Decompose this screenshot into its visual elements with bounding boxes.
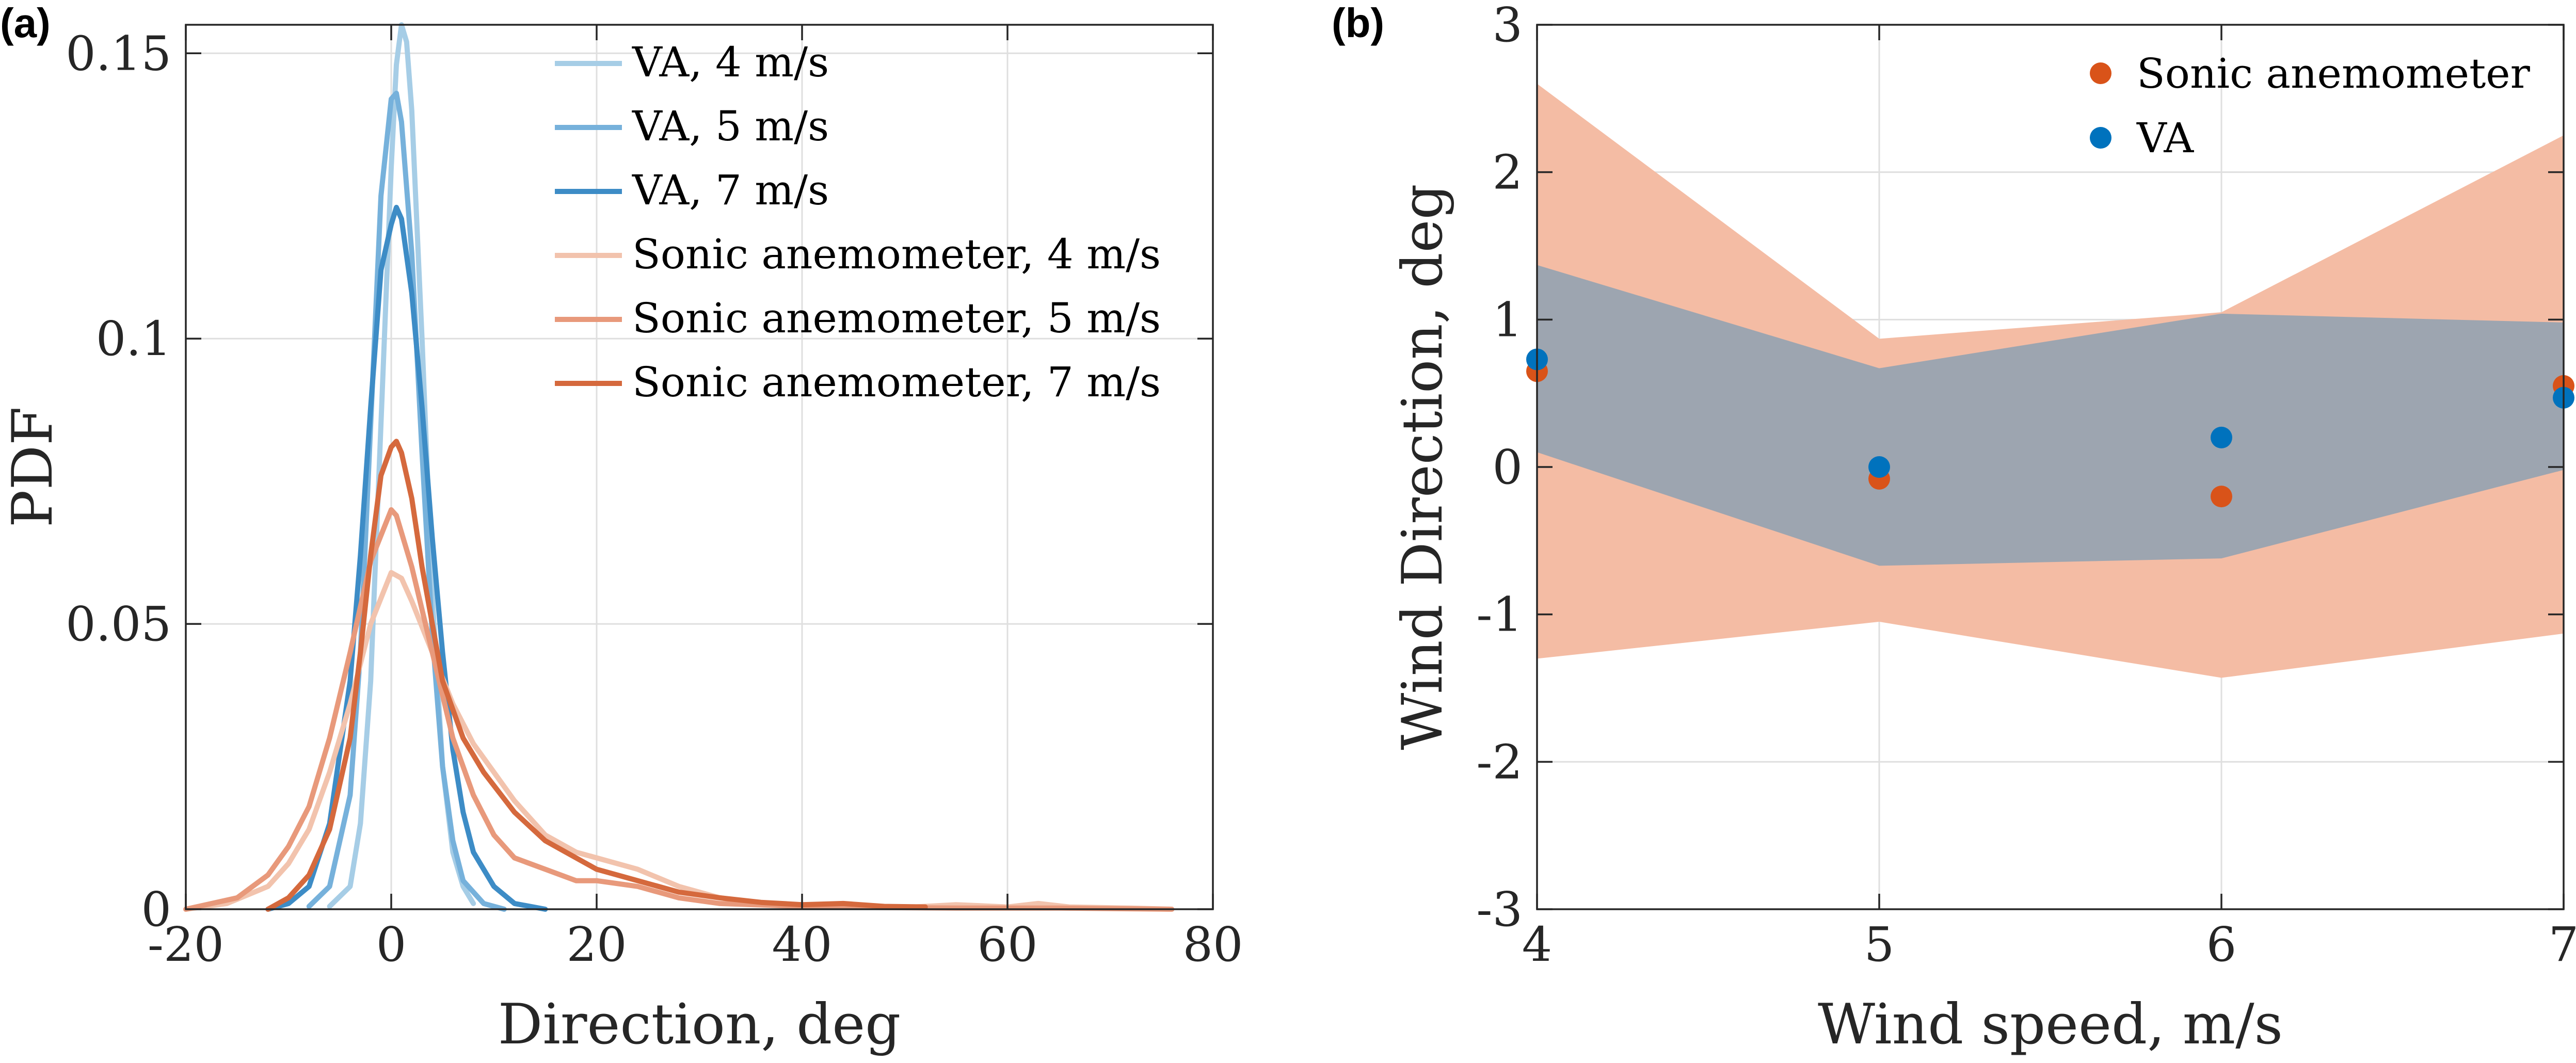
a-y-tick-label: 0.15 <box>66 26 171 81</box>
b-y-tick-label: -2 <box>1476 734 1523 790</box>
a-x-tick-label: 60 <box>977 917 1037 972</box>
b-y-tick-label: 3 <box>1492 0 1523 53</box>
a-x-tick-label: 40 <box>772 917 832 972</box>
panel-b-x-axis-label: Wind speed, m/s <box>1818 992 2283 1057</box>
panel-a-series-line-3 <box>265 204 548 912</box>
panel-b-legend-marker <box>2090 127 2111 149</box>
panel-b-point-sonic <box>2211 486 2232 508</box>
panel-a-x-axis-label: Direction, deg <box>498 992 901 1057</box>
panel-b-y-axis-label: Wind Direction, deg <box>1390 184 1455 750</box>
a-x-tick-label: -20 <box>148 917 224 972</box>
a-x-tick-label: 0 <box>376 917 407 972</box>
panel-b-legend-label: Sonic anemometer <box>2137 50 2531 98</box>
b-y-tick-label: 2 <box>1492 145 1523 200</box>
panel-a-legend: VA, 4 m/s VA, 5 m/s VA, 7 m/s Sonic anemome… <box>555 38 1161 406</box>
panel-a-legend-label: VA, 4 m/s <box>632 38 829 86</box>
panel-b-point-va <box>2211 426 2232 448</box>
b-x-tick-label: 4 <box>1522 917 1553 972</box>
panel-a-series-line-4 <box>183 570 1175 912</box>
b-y-tick-label: -1 <box>1476 587 1523 642</box>
panel-b-legend-label: VA <box>2136 114 2194 162</box>
b-x-tick-label: 7 <box>2549 917 2576 972</box>
panel-b-markers <box>1526 348 2574 508</box>
panel-a-tag: (a) <box>0 0 51 46</box>
panel-a-y-axis-label: PDF <box>1 407 65 527</box>
panel-b-bands <box>1537 84 2564 678</box>
panel-a-series-line-6 <box>265 439 928 912</box>
panel-a-legend-label: VA, 5 m/s <box>632 102 829 150</box>
b-x-tick-label: 5 <box>1864 917 1895 972</box>
panel-b-band-va <box>1537 265 2564 566</box>
b-y-tick-label: -3 <box>1476 882 1523 937</box>
panel-b-ticks: 4 5 6 7 -3 -2 -1 0 1 2 3 <box>1476 0 2576 972</box>
a-x-tick-label: 80 <box>1182 917 1243 972</box>
panel-b-legend: Sonic anemometer VA <box>2090 50 2531 162</box>
panel-b-point-va <box>1868 456 1890 478</box>
panel-a-series-line-5 <box>183 507 1175 912</box>
a-x-tick-label: 20 <box>566 917 627 972</box>
panel-b-scatter-chart: (b) 4 5 6 7 -3 -2 -1 0 1 2 3 Wind speed, m/s Wind … <box>1332 0 2576 1057</box>
b-x-tick-label: 6 <box>2206 917 2237 972</box>
b-y-tick-label: 0 <box>1492 440 1523 495</box>
a-y-tick-label: 0.1 <box>96 311 171 366</box>
panel-a-legend-label: VA, 7 m/s <box>632 166 829 214</box>
a-y-tick-label: 0 <box>141 882 171 937</box>
b-y-tick-label: 1 <box>1492 292 1523 347</box>
a-y-tick-label: 0.05 <box>66 597 171 652</box>
panel-a-legend-label: Sonic anemometer, 7 m/s <box>632 358 1161 406</box>
panel-a-legend-label: Sonic anemometer, 5 m/s <box>632 294 1161 342</box>
panel-b-tag: (b) <box>1332 0 1384 46</box>
panel-a-legend-label: Sonic anemometer, 4 m/s <box>632 230 1161 278</box>
panel-a-axes-frame <box>185 24 1214 910</box>
panel-b-legend-marker <box>2090 62 2111 84</box>
panel-a-series <box>183 22 1175 912</box>
